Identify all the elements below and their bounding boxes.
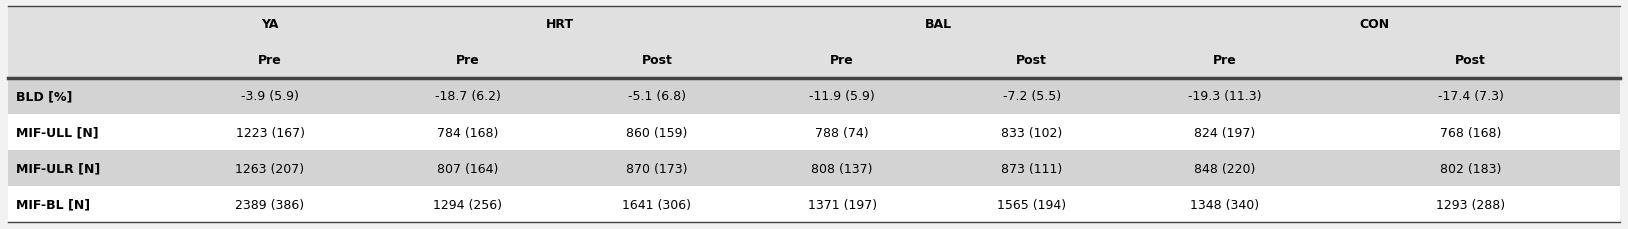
Text: -18.7 (6.2): -18.7 (6.2) xyxy=(435,90,500,103)
Text: -17.4 (7.3): -17.4 (7.3) xyxy=(1438,90,1504,103)
Text: Post: Post xyxy=(1455,54,1486,67)
Bar xyxy=(8,114,1620,150)
Bar xyxy=(8,186,1620,222)
Text: 1293 (288): 1293 (288) xyxy=(1436,198,1506,211)
Text: 1641 (306): 1641 (306) xyxy=(622,198,692,211)
Text: 873 (111): 873 (111) xyxy=(1001,162,1061,175)
Text: 824 (197): 824 (197) xyxy=(1195,126,1255,139)
Text: 768 (168): 768 (168) xyxy=(1441,126,1501,139)
Text: Pre: Pre xyxy=(1213,54,1237,67)
Text: 807 (164): 807 (164) xyxy=(436,162,498,175)
Text: BLD [%]: BLD [%] xyxy=(16,90,73,103)
Text: 2389 (386): 2389 (386) xyxy=(236,198,304,211)
Text: 860 (159): 860 (159) xyxy=(627,126,687,139)
Text: 848 (220): 848 (220) xyxy=(1195,162,1255,175)
Text: 1371 (197): 1371 (197) xyxy=(807,198,877,211)
Text: -19.3 (11.3): -19.3 (11.3) xyxy=(1188,90,1262,103)
Text: Pre: Pre xyxy=(830,54,855,67)
Text: MIF-ULR [N]: MIF-ULR [N] xyxy=(16,162,101,175)
Text: Pre: Pre xyxy=(259,54,282,67)
Text: 784 (168): 784 (168) xyxy=(436,126,498,139)
Text: 1294 (256): 1294 (256) xyxy=(433,198,501,211)
Text: MIF-ULL [N]: MIF-ULL [N] xyxy=(16,126,99,139)
Text: 870 (173): 870 (173) xyxy=(627,162,687,175)
Bar xyxy=(8,7,1620,43)
Text: Post: Post xyxy=(1016,54,1047,67)
Text: 833 (102): 833 (102) xyxy=(1001,126,1061,139)
Text: -3.9 (5.9): -3.9 (5.9) xyxy=(241,90,300,103)
Text: 1223 (167): 1223 (167) xyxy=(236,126,304,139)
Text: -11.9 (5.9): -11.9 (5.9) xyxy=(809,90,876,103)
Text: 788 (74): 788 (74) xyxy=(816,126,869,139)
Text: -5.1 (6.8): -5.1 (6.8) xyxy=(628,90,685,103)
Bar xyxy=(8,79,1620,114)
Text: 1348 (340): 1348 (340) xyxy=(1190,198,1260,211)
Text: 1565 (194): 1565 (194) xyxy=(996,198,1066,211)
Text: 1263 (207): 1263 (207) xyxy=(236,162,304,175)
Text: 808 (137): 808 (137) xyxy=(811,162,873,175)
Text: -7.2 (5.5): -7.2 (5.5) xyxy=(1003,90,1061,103)
Bar xyxy=(8,150,1620,186)
Text: CON: CON xyxy=(1359,18,1389,31)
Text: HRT: HRT xyxy=(545,18,575,31)
Text: Pre: Pre xyxy=(456,54,479,67)
Text: BAL: BAL xyxy=(925,18,952,31)
Bar xyxy=(8,43,1620,79)
Text: Post: Post xyxy=(641,54,672,67)
Text: 802 (183): 802 (183) xyxy=(1441,162,1501,175)
Text: MIF-BL [N]: MIF-BL [N] xyxy=(16,198,91,211)
Text: YA: YA xyxy=(262,18,278,31)
